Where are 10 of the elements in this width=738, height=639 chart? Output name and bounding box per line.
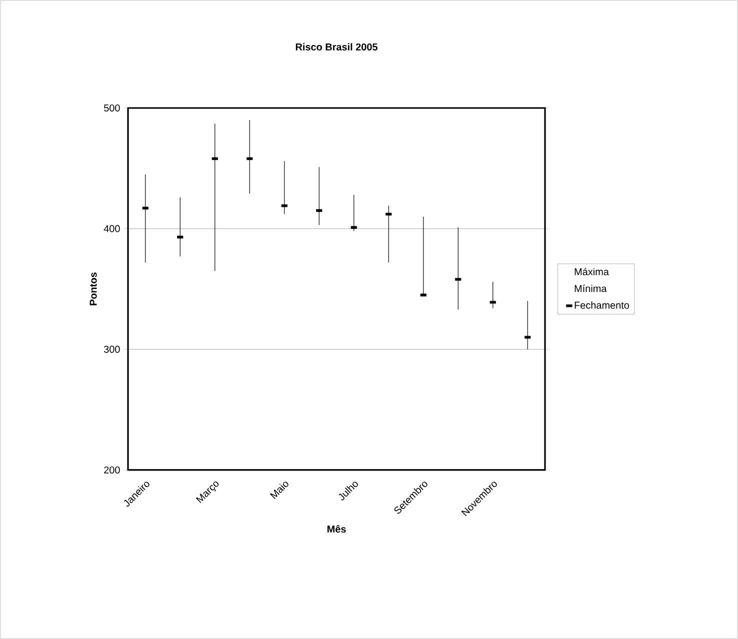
y-tick-label: 200: [104, 466, 120, 474]
y-tick-label: 500: [104, 104, 120, 112]
chart-title: Risco Brasil 2005: [296, 43, 378, 50]
text: Máxima: [574, 268, 609, 276]
text: Mínima: [574, 284, 607, 292]
legend-label: Fechamento: [574, 301, 630, 309]
x-axis-title: Mês: [327, 525, 346, 533]
y-tick-label: 300: [104, 346, 120, 353]
y-axis-title: Pontos: [90, 272, 97, 306]
y-tick-label: 400: [104, 225, 120, 232]
